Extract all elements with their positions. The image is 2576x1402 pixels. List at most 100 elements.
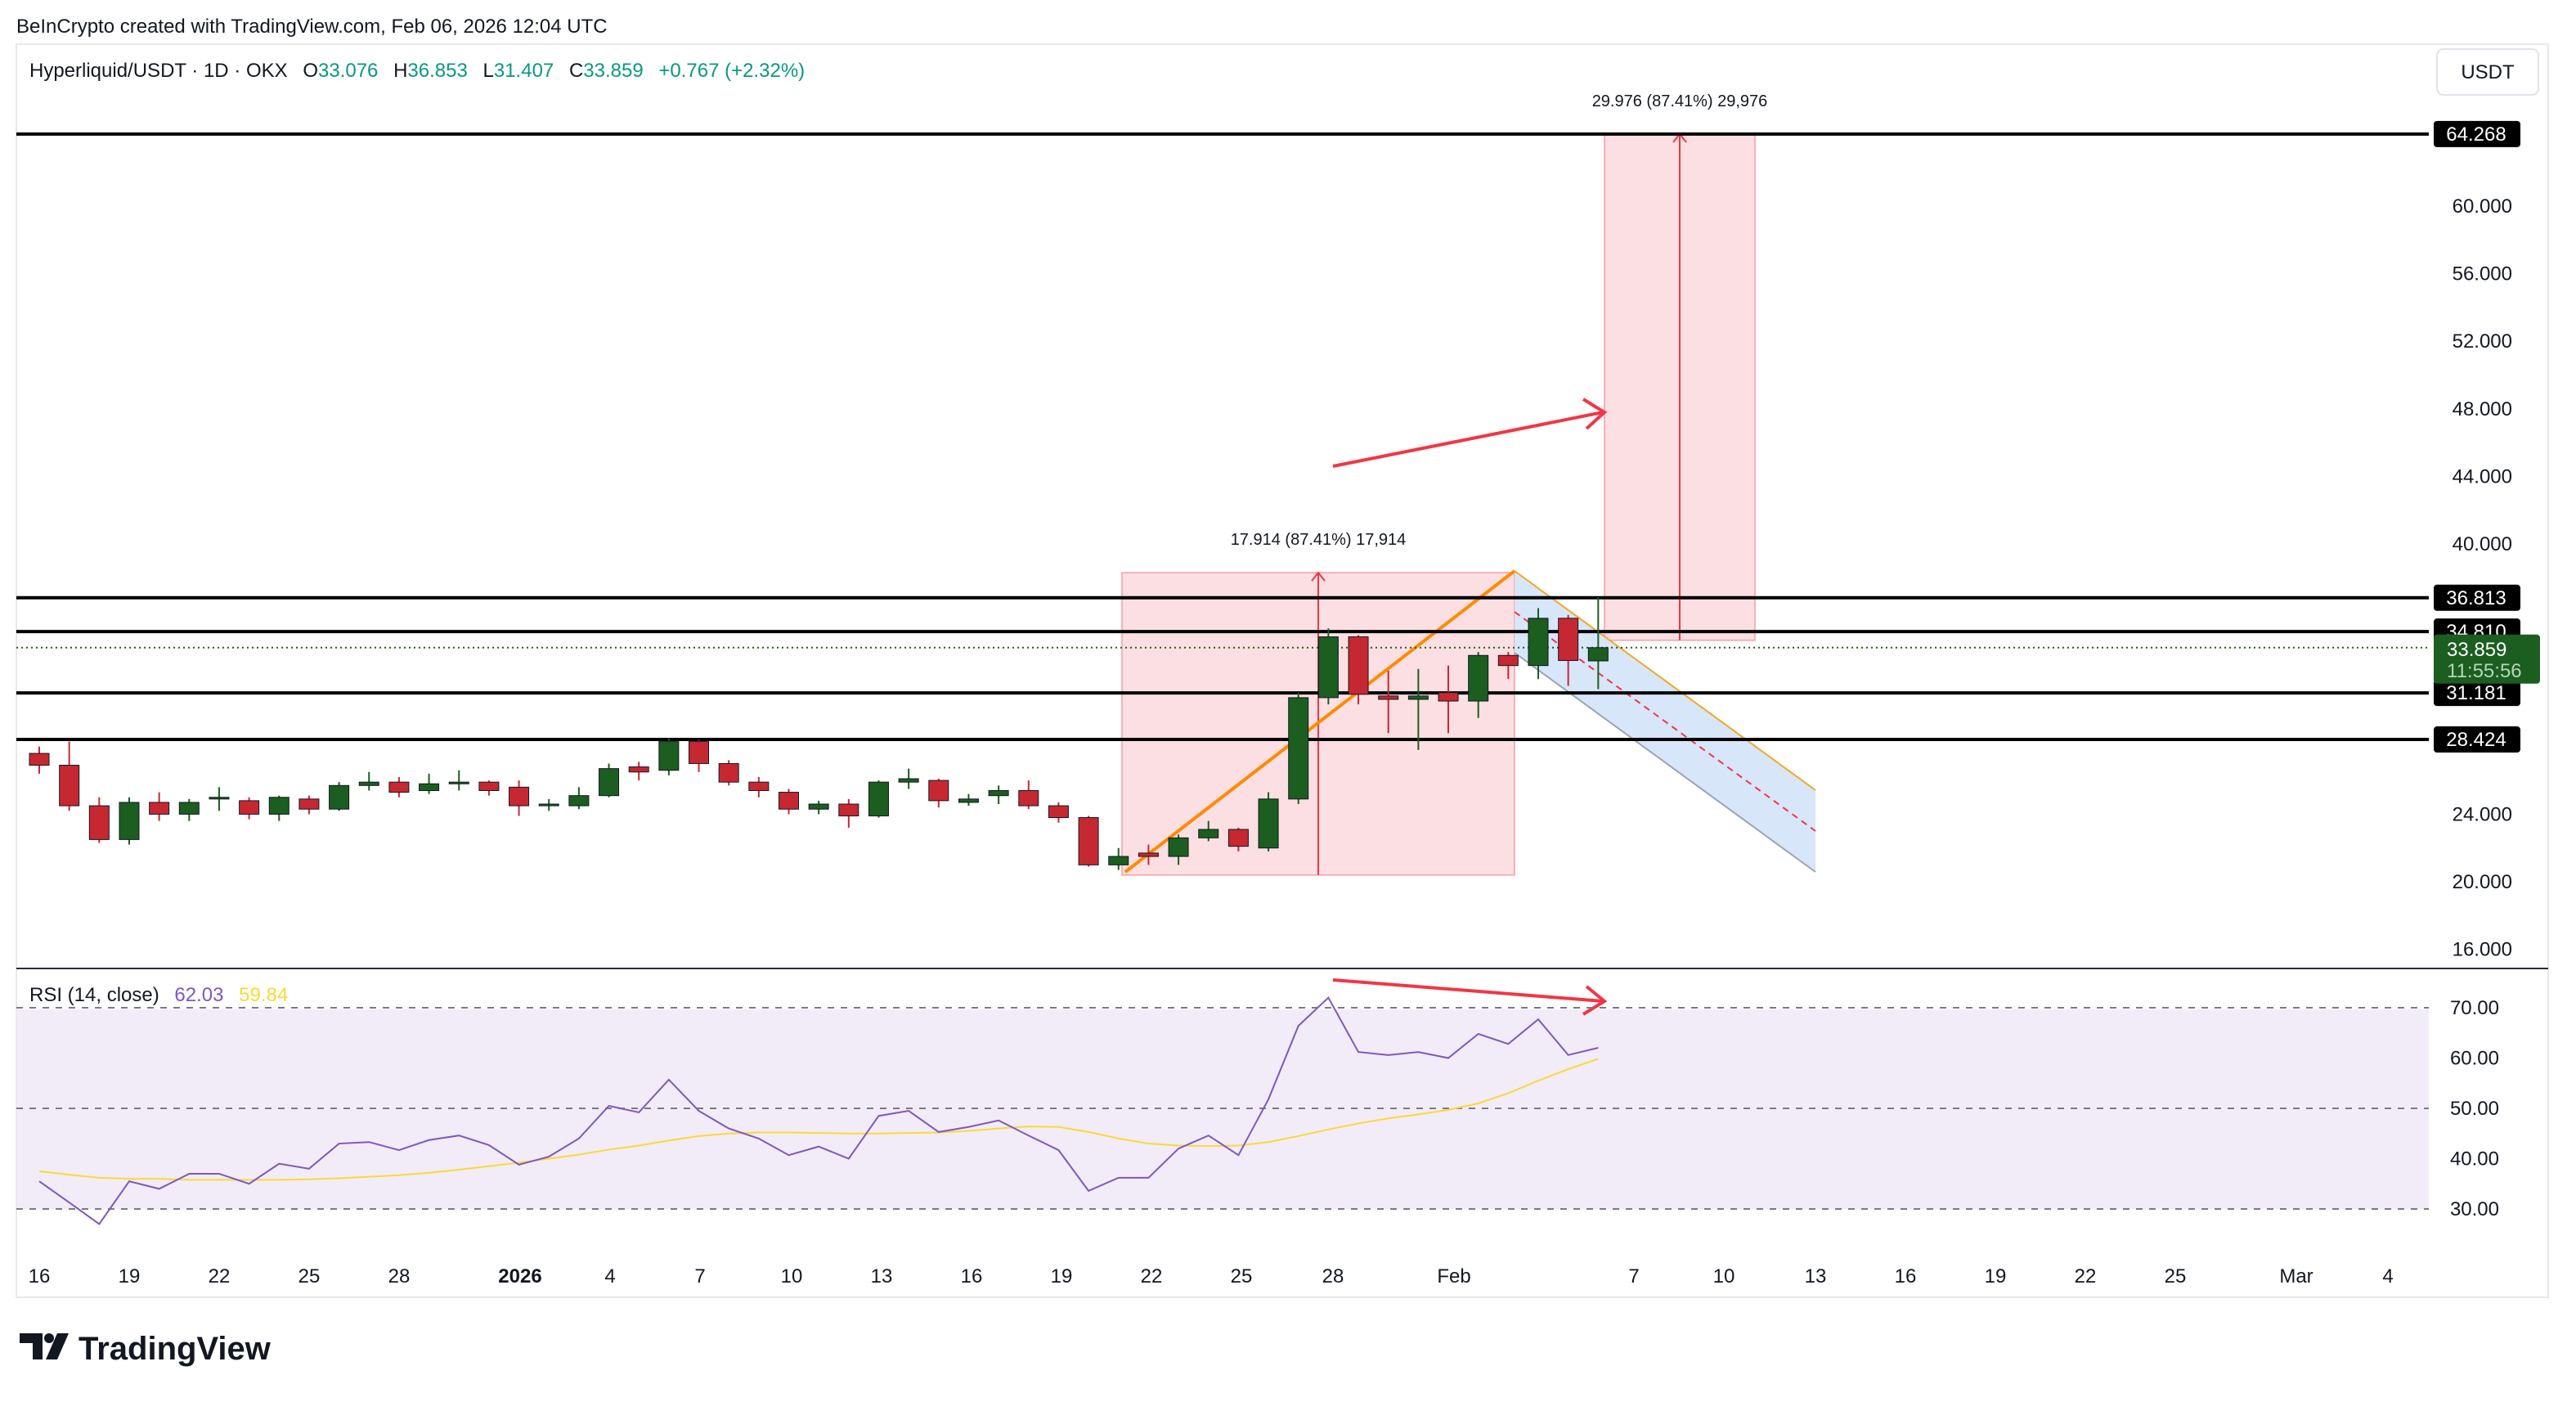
time-tick: 16 — [1895, 1265, 1917, 1287]
price-tick: 52.000 — [2453, 330, 2512, 353]
time-tick: 28 — [1322, 1265, 1344, 1287]
candle-body — [599, 768, 620, 797]
candle-body — [898, 778, 919, 783]
candle-body — [298, 798, 320, 810]
rsi-tick: 70.00 — [2450, 997, 2499, 1019]
candle-body — [509, 786, 530, 807]
time-tick: 25 — [298, 1265, 321, 1287]
rsi-value: 62.03 — [174, 984, 223, 1006]
candle-body — [1317, 636, 1339, 699]
candle-body — [1168, 837, 1189, 857]
price-tick: 40.000 — [2453, 533, 2512, 555]
countdown-label: 11:55:56 — [2447, 660, 2522, 682]
candle-body — [448, 781, 469, 784]
attribution: BeInCrypto created with TradingView.com,… — [16, 16, 608, 38]
price-arrow — [1332, 411, 1604, 468]
rsi-arrow — [1332, 978, 1604, 1003]
open-value: 33.076 — [318, 60, 378, 82]
candle-body — [538, 803, 559, 807]
price-tick: 60.000 — [2453, 195, 2512, 218]
price-axis[interactable]: 60.000 56.000 52.000 48.000 44.000 40.000 24.0… — [2434, 120, 2540, 1220]
candle-body — [1528, 618, 1549, 667]
candle-body — [149, 802, 170, 815]
candle-body — [1348, 636, 1369, 695]
arrowhead-icon — [1582, 985, 1608, 1016]
rsi-tick: 40.00 — [2450, 1148, 2499, 1171]
candle-body — [119, 802, 140, 840]
candle-body — [568, 795, 590, 807]
price-tick: 48.000 — [2453, 398, 2512, 420]
candle-body — [1587, 647, 1609, 662]
rsi-ma-line — [38, 1058, 1599, 1181]
measure-label-1: 17.914 (87.41%) 17,914 — [1231, 531, 1407, 549]
time-tick: 16 — [29, 1265, 51, 1287]
candle-body — [1497, 654, 1519, 667]
price-tick: 44.000 — [2453, 465, 2512, 488]
candle-body — [1048, 805, 1069, 819]
candle-body — [1198, 829, 1219, 838]
rsi-tick: 60.00 — [2450, 1048, 2499, 1070]
rsi-tick: 50.00 — [2450, 1098, 2499, 1120]
candle-body — [988, 789, 1009, 797]
time-tick: 13 — [871, 1265, 893, 1287]
level-label: 36.813 — [2446, 587, 2506, 609]
symbol-name: Hyperliquid/USDT · 1D · OKX — [29, 60, 288, 82]
level-label-bg — [2434, 584, 2520, 611]
candle-body — [1018, 789, 1039, 807]
tradingview-logo: TradingView — [20, 1331, 272, 1367]
price-tick: 56.000 — [2453, 263, 2512, 285]
candle-body — [29, 753, 50, 766]
time-tick: 7 — [1628, 1265, 1639, 1287]
level-label-bg — [2434, 726, 2520, 753]
candle-body — [478, 781, 500, 791]
candle-body — [1258, 798, 1279, 849]
time-tick: 4 — [604, 1265, 615, 1287]
candle-body — [1138, 852, 1159, 857]
level-label: 64.268 — [2446, 124, 2506, 146]
time-tick: 25 — [1231, 1265, 1253, 1287]
candle-body — [779, 792, 799, 810]
price-tick: 20.000 — [2453, 871, 2512, 893]
candle-body — [329, 784, 350, 810]
drawings: 17.914 (87.41%) 17,914 29.976 (87.41%) 29… — [16, 92, 2429, 1016]
time-tick: 22 — [2075, 1265, 2097, 1287]
candle-body — [1288, 697, 1309, 800]
time-tick: 10 — [1713, 1265, 1735, 1287]
candle-body — [1378, 695, 1399, 700]
currency-button[interactable] — [2436, 48, 2539, 96]
candle-body — [388, 781, 410, 793]
rsi-line — [38, 996, 1599, 1225]
candle-body — [1438, 692, 1459, 702]
time-tick: Mar — [2279, 1265, 2313, 1287]
candle-body — [628, 766, 649, 773]
high-value: 36.853 — [407, 60, 467, 82]
time-tick: Feb — [1437, 1265, 1470, 1287]
time-tick: 4 — [2382, 1265, 2393, 1287]
symbol-legend[interactable]: Hyperliquid/USDT · 1D · OKX O33.076 H36.… — [29, 60, 805, 82]
arrowhead-icon — [1311, 571, 1326, 582]
candle-body — [928, 780, 949, 802]
candle-body — [718, 762, 739, 783]
candle-body — [1407, 695, 1429, 700]
channel-bottom — [1514, 652, 1816, 873]
rsi-legend[interactable]: RSI (14, close) 62.03 59.84 — [29, 984, 288, 1006]
time-axis[interactable]: 16 19 22 25 28 2026 4 7 10 13 16 19 22 25 28 Feb 7 10 13 16… — [29, 1265, 2394, 1287]
candle-body — [1227, 829, 1249, 847]
rsi-pane — [16, 996, 2429, 1225]
channel-top — [1514, 570, 1816, 791]
change-value: +0.767 (+2.32%) — [658, 60, 805, 82]
low-value: 31.407 — [494, 60, 554, 82]
candles — [29, 596, 1609, 870]
tradingview-logo-icon — [20, 1333, 69, 1359]
tradingview-wordmark: TradingView — [79, 1331, 272, 1367]
candle-body — [1078, 817, 1099, 865]
chart-frame — [16, 43, 2549, 1298]
level-label-bg — [2434, 120, 2520, 147]
rsi-ma-value: 59.84 — [239, 984, 288, 1006]
measure-label-2: 29.976 (87.41%) 29,976 — [1592, 92, 1768, 110]
candle-body — [808, 803, 829, 810]
candle-body — [658, 741, 680, 771]
candle-body — [239, 800, 260, 815]
candle-body — [88, 805, 110, 840]
